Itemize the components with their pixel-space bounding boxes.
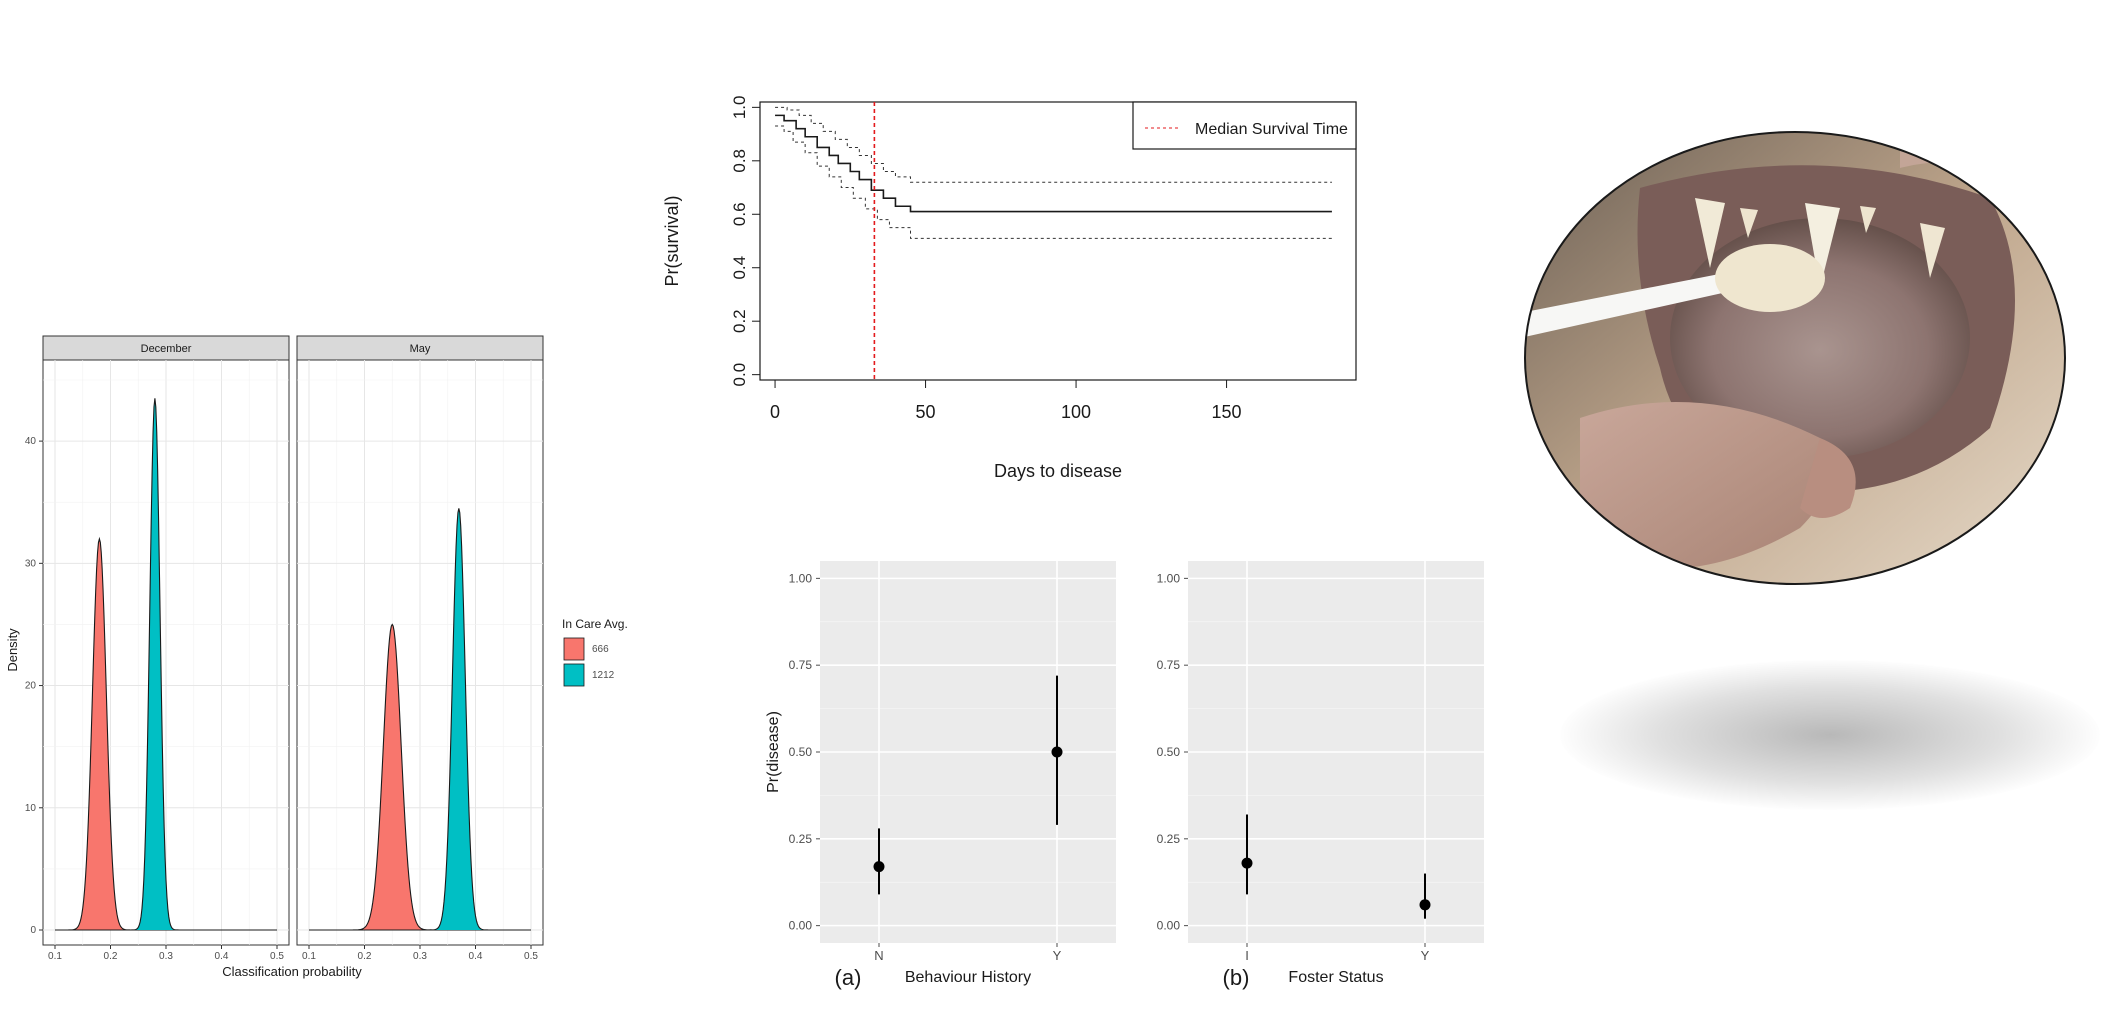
legend-label-1212: 1212 (592, 670, 615, 681)
y-tick-label: 0 (30, 925, 36, 936)
facet-panel-may: May 0.1 0.2 0.3 0.4 0.5 (296, 335, 544, 962)
legend-swatch-1212 (563, 663, 585, 687)
x-tick-label: 0.2 (358, 951, 372, 962)
legend-swatch-666 (563, 637, 585, 661)
survival-curve-upper_ci (775, 106, 1332, 183)
x-tick-label: Y (1053, 948, 1062, 963)
x-tick-label: 0.3 (159, 951, 173, 962)
y-tick-label: 0.50 (789, 745, 813, 759)
x-axis-label: Foster Status (1288, 969, 1383, 986)
x-tick-label: 0.4 (215, 951, 229, 962)
y-tick-label: 0.2 (730, 309, 749, 333)
density-outline-1212 (309, 508, 531, 931)
y-tick-label: 0.0 (730, 363, 749, 387)
x-tick-label: 0.1 (302, 951, 316, 962)
point-Y (1051, 746, 1063, 758)
facet-strip (296, 335, 544, 361)
survival-curve-estimate (775, 114, 1332, 213)
legend-box (1132, 101, 1357, 150)
pointrange-panel-a: 0.00 0.25 0.50 0.75 1.00 N Y Behaviour History (… (765, 561, 1116, 990)
cat-mouth-swab-photo (1520, 128, 2070, 588)
y-tick-label: 0.75 (789, 658, 813, 672)
y-tick-label: 40 (25, 436, 37, 447)
x-tick-label: 150 (1212, 402, 1242, 422)
y-tick-label: 10 (25, 803, 37, 814)
x-tick-label: 100 (1061, 402, 1091, 422)
y-tick-label: 0.6 (730, 202, 749, 226)
facet-strip-label: December (141, 343, 192, 355)
facet-strip (42, 335, 290, 361)
x-axis-label: Behaviour History (905, 969, 1031, 986)
point-Y (1419, 899, 1431, 911)
facet-strip-label: May (410, 343, 431, 355)
point-I (1241, 857, 1253, 869)
x-axis-label: Days to disease (994, 461, 1122, 481)
x-tick-label: N (874, 948, 883, 963)
y-axis-label: Pr(survival) (662, 195, 682, 286)
density-outline-1212 (55, 398, 277, 931)
y-tick-label: 1.00 (1157, 571, 1181, 585)
y-axis-label: Pr(disease) (765, 711, 782, 793)
survival-curve-lower_ci (775, 125, 1332, 239)
y-tick-label: 0.25 (1157, 832, 1181, 846)
x-tick-label: I (1245, 948, 1249, 963)
x-tick-label: 50 (916, 402, 936, 422)
x-tick-label: 0.1 (48, 951, 62, 962)
y-tick-label: 1.00 (789, 571, 813, 585)
y-tick-label: 1.0 (730, 96, 749, 120)
legend-label-666: 666 (592, 644, 609, 655)
y-axis-label: Density (5, 628, 20, 672)
facet-panel-december: December 0.1 0.2 0.3 0.4 0.5 0 10 20 30 40 (25, 335, 290, 962)
y-tick-label: 30 (25, 558, 37, 569)
photo-shadow (1560, 660, 2100, 810)
y-tick-label: 0.4 (730, 256, 749, 280)
x-tick-label: 0.3 (413, 951, 427, 962)
y-tick-label: 0.00 (789, 919, 813, 933)
y-tick-label: 0.50 (1157, 745, 1181, 759)
x-tick-label: 0.5 (524, 951, 538, 962)
y-tick-label: 0.8 (730, 149, 749, 173)
x-tick-label: Y (1421, 948, 1430, 963)
x-axis-label: Classification probability (222, 964, 362, 979)
legend-title: In Care Avg. (562, 617, 628, 631)
y-tick-label: 0.75 (1157, 658, 1181, 672)
panel-label: (a) (835, 965, 862, 990)
legend: In Care Avg. 666 1212 (562, 617, 628, 687)
x-tick-label: 0.2 (104, 951, 118, 962)
panel-label: (b) (1223, 965, 1250, 990)
x-tick-label: 0.5 (270, 951, 284, 962)
y-tick-label: 0.25 (789, 832, 813, 846)
y-tick-label: 0.00 (1157, 919, 1181, 933)
x-tick-label: 0.4 (469, 951, 483, 962)
x-tick-label: 0 (770, 402, 780, 422)
pointrange-panel-b: 0.00 0.25 0.50 0.75 1.00 I Y Foster Status (b) (1157, 561, 1484, 990)
point-N (873, 861, 885, 873)
y-tick-label: 20 (25, 681, 37, 692)
legend-label-median: Median Survival Time (1195, 121, 1348, 138)
